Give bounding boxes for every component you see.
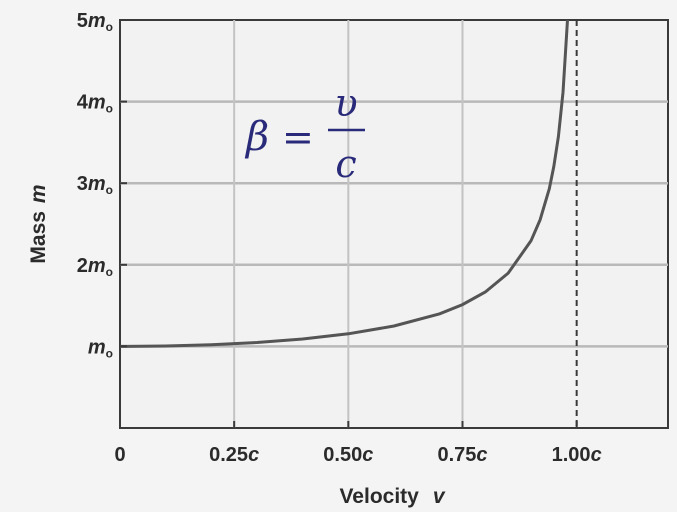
plot-area [119, 19, 669, 429]
x-tick-label: 0 [114, 444, 125, 466]
y-tick-variable: m [88, 10, 106, 32]
x-tick-number: 0.25 [209, 444, 248, 466]
formula-beta: β [244, 114, 269, 160]
grid-lines [120, 20, 668, 428]
y-tick-subscript: o [106, 102, 113, 116]
x-axis-label: Velocity v [339, 485, 445, 508]
y-tick-subscript: o [106, 346, 113, 360]
y-tick-label: mo [88, 336, 113, 360]
formula-denominator: c [335, 142, 356, 186]
x-tick-label: 0.75c [437, 444, 487, 466]
y-tick-number: 5 [77, 10, 88, 32]
y-tick-label: 5mo [77, 10, 113, 34]
formula-numerator: υ [334, 81, 357, 125]
y-tick-label: 2mo [77, 255, 113, 279]
y-tick-number: 4 [77, 92, 89, 114]
y-tick-label: 3mo [77, 173, 113, 197]
y-tick-label: 4mo [77, 92, 113, 116]
x-tick-labels: 0 0.25c 0.50c 0.75c 1.00c [114, 421, 602, 466]
series-line [119, 19, 569, 348]
y-axis-variable: m [27, 184, 50, 203]
x-tick-label: 1.00c [552, 444, 602, 466]
x-tick-unit: c [591, 444, 602, 466]
x-tick-label: 0.25c [209, 444, 259, 466]
formula-equals: = [282, 115, 314, 159]
x-tick-unit: c [248, 444, 259, 466]
x-tick-unit: c [362, 444, 373, 466]
y-tick-variable: m [88, 336, 106, 358]
x-tick-label: 0.50c [323, 444, 373, 466]
y-tick-subscript: o [106, 183, 113, 197]
y-tick-subscript: o [106, 265, 113, 279]
y-tick-variable: m [88, 255, 106, 277]
y-tick-number: 2 [77, 255, 88, 277]
y-tick-subscript: o [106, 20, 113, 34]
x-tick-unit: c [476, 444, 487, 466]
y-tick-number: 3 [77, 173, 88, 195]
beta-formula: β = υ c [244, 81, 365, 186]
y-tick-variable: m [88, 92, 106, 114]
y-axis-label-text: Mass [27, 211, 50, 264]
y-tick-variable: m [88, 173, 106, 195]
x-tick-number: 0.75 [437, 444, 476, 466]
x-axis-variable: v [433, 485, 446, 508]
x-tick-number: 0.50 [323, 444, 362, 466]
y-axis-label: Mass m [27, 184, 50, 263]
x-axis-label-text: Velocity [339, 485, 419, 508]
x-tick-number: 0 [114, 444, 125, 466]
x-tick-number: 1.00 [552, 444, 591, 466]
